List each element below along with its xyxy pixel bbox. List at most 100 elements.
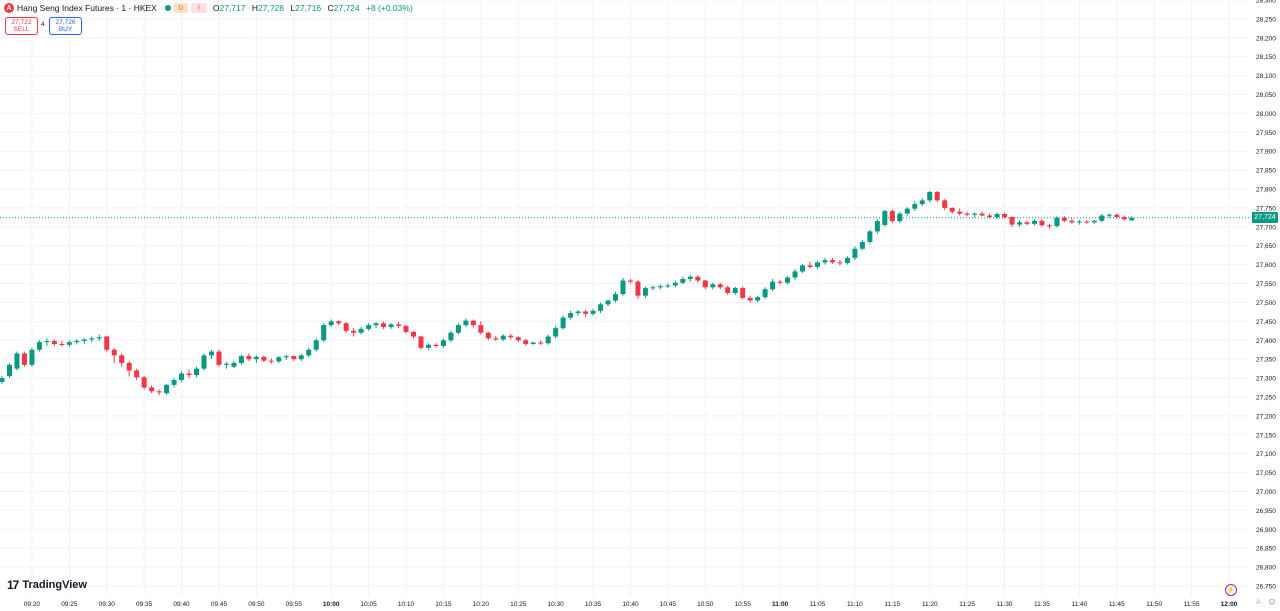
candle-down [807,261,813,269]
candle-body [111,349,117,356]
price-tick-label: 27,700 [1256,224,1276,231]
candle-body [21,353,27,365]
candle-down [1069,218,1075,224]
candle-body [575,311,581,314]
candle-body [613,294,618,301]
price-tick-label: 26,750 [1256,584,1276,591]
candle-up [14,351,20,371]
buy-button[interactable]: 27,726 BUY [49,17,82,35]
close-value: 27,724 [333,3,360,13]
candle-body [1106,214,1112,216]
candle-down [1046,223,1052,229]
time-tick-label: 10:15 [435,601,452,608]
time-tick-label: 09:25 [61,601,78,608]
candle-body [358,328,364,333]
candle-body [523,340,529,345]
candle-body [164,384,170,394]
high-value: 27,728 [258,3,284,13]
candle-body [785,277,791,283]
candle-down [216,349,222,367]
candle-down [111,347,117,363]
candle-up [208,349,214,360]
candle-body [403,325,409,332]
candle-body [134,370,140,378]
candle-down [889,209,895,224]
candle-body [538,342,544,344]
candle-up [605,299,611,307]
candle-body [448,332,454,341]
candle-up [882,209,888,227]
time-tick-label: 10:35 [585,601,602,608]
candle-body [1031,220,1037,224]
candle-up [687,275,693,282]
candle-body [650,287,656,289]
candle-up [440,338,446,348]
candle-up [179,371,185,382]
delayed-data-badge[interactable]: D [173,3,188,13]
candle-body [792,271,798,278]
candle-body [687,276,693,280]
candle-body [1002,213,1008,218]
symbol-title[interactable]: Hang Seng Index Futures · 1 · HKEX [17,3,157,13]
candle-down [837,260,843,266]
candle-body [81,339,87,342]
candle-body [1114,214,1120,218]
candle-up [770,279,776,292]
candle-up [358,327,364,335]
warning-icon[interactable]: ! [190,3,207,13]
candle-body [702,280,708,288]
candle-down [246,353,252,362]
sell-button[interactable]: 27,722 SELL [5,17,38,35]
candle-down [396,322,402,329]
time-tick-label: 09:20 [24,601,41,608]
candle-body [291,356,297,360]
symbol-logo-icon: A [4,3,14,13]
candle-body [44,341,50,343]
price-tick-label: 27,050 [1256,470,1276,477]
candle-body [425,344,431,348]
candle-body [381,323,387,328]
candle-body [1129,217,1135,221]
candle-body [104,336,110,350]
price-tick-label: 28,050 [1256,92,1276,99]
auto-scale-button[interactable]: A [1256,599,1261,606]
market-status-icon[interactable] [164,5,171,11]
candle-body [770,281,776,290]
time-axis: 09:20 09:25 09:30 09:35 09:40 09:45 09:50 09:55… [24,601,1238,608]
candle-body [822,260,828,263]
open-value: 27,717 [219,3,246,13]
candle-body [216,351,222,365]
candle-body [493,338,499,340]
candle-body [680,279,686,283]
candle-body [1017,222,1023,225]
candle-body [74,341,80,343]
candle-down [141,375,147,390]
tradingview-logo[interactable]: 17 TradingView [7,578,87,592]
price-tick-label: 27,850 [1256,168,1276,175]
candle-down [1024,220,1030,226]
candle-body [732,288,738,293]
gear-icon[interactable]: ⚙ [1268,597,1277,607]
candle-down [134,368,140,380]
price-tick-label: 27,750 [1256,205,1276,212]
candle-up [867,229,873,244]
candle-body [59,344,65,346]
sell-label: SELL [13,26,30,33]
candle-body [463,320,469,326]
candle-up [1091,220,1097,224]
candle-body [343,323,349,331]
candle-body [313,340,319,350]
candle-down [1061,216,1067,223]
sell-price: 27,722 [11,19,32,26]
candle-up [306,347,312,358]
price-tick-label: 28,100 [1256,73,1276,80]
candle-up [680,276,686,285]
candle-body [66,342,72,345]
candle-down [987,213,993,219]
lightning-icon[interactable]: ⚡ [1225,584,1237,596]
last-price-tag: 27,724 [1252,212,1278,224]
candle-up [575,310,581,316]
low-label: L [290,3,296,13]
candle-body [51,341,57,345]
